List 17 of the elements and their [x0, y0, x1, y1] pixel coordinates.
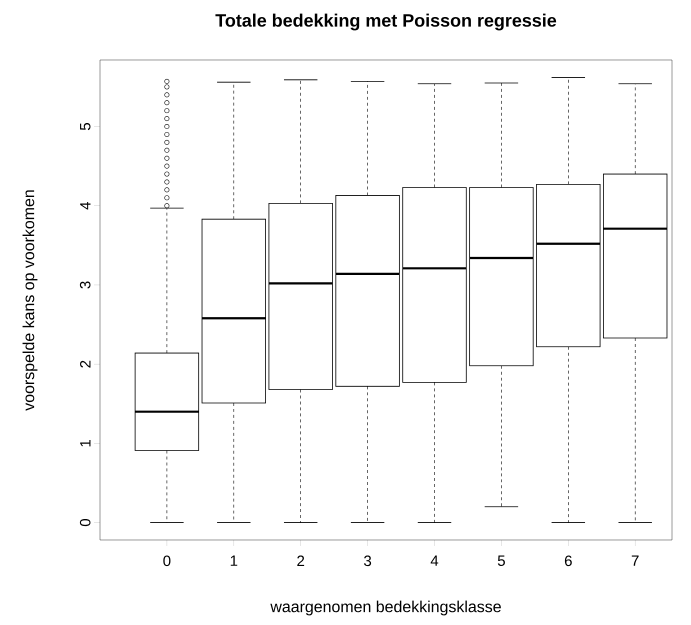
x-tick-label: 3 [364, 556, 372, 566]
x-tick-label: 1 [230, 556, 238, 566]
chart-title: Totale bedekking met Poisson regressie [215, 14, 556, 30]
y-tick-label: 3 [80, 281, 90, 289]
y-tick-label: 4 [80, 202, 90, 210]
x-axis-title: waargenomen bedekkingsklasse [270, 600, 501, 616]
x-tick-label: 0 [163, 556, 170, 566]
y-tick-label: 2 [80, 360, 90, 368]
x-tick-label: 2 [297, 556, 304, 566]
x-tick-label: 7 [632, 556, 639, 566]
x-tick-label: 5 [498, 556, 505, 566]
y-axis-title: voorspelde kans op voorkomen [22, 190, 38, 411]
y-tick-label: 0 [80, 519, 90, 526]
y-tick-label: 5 [80, 123, 90, 130]
x-tick-label: 6 [564, 556, 572, 566]
y-tick-label: 1 [80, 440, 90, 446]
x-tick-label: 4 [430, 556, 438, 566]
